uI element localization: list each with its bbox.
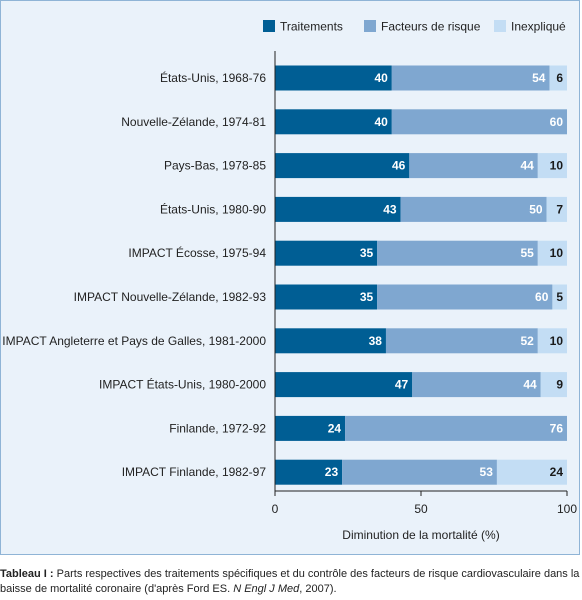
value-label-traitements-8: 47	[395, 378, 409, 392]
value-label-facteurs-de-risque-6: 60	[535, 290, 549, 304]
category-label-5: IMPACT Écosse, 1975-94	[128, 245, 266, 260]
value-label-facteurs-de-risque-1: 54	[532, 71, 546, 85]
value-label-traitements-7: 38	[369, 334, 383, 348]
caption-label: Tableau I :	[0, 568, 54, 580]
bar-facteurs-de-risque-9	[345, 415, 567, 441]
bar-traitements-1	[275, 65, 392, 91]
value-label-traitements-1: 40	[374, 71, 388, 85]
value-label-inexplique-10: 24	[550, 465, 564, 479]
x-axis-title: Diminution de la mortalité (%)	[342, 528, 499, 542]
legend-swatch-facteurs-de-risque	[364, 20, 376, 32]
bar-inexplique-6	[552, 284, 567, 310]
bar-inexplique-7	[537, 328, 567, 354]
bar-traitements-7	[275, 328, 386, 354]
caption-end: , 2007).	[299, 583, 337, 595]
bar-traitements-4	[275, 196, 401, 222]
category-label-6: IMPACT Nouvelle-Zélande, 1982-93	[74, 290, 267, 304]
bar-traitements-10	[275, 459, 343, 485]
caption-text: Parts respectives des traitements spécif…	[0, 568, 580, 595]
value-label-facteurs-de-risque-9: 76	[550, 421, 564, 435]
value-label-facteurs-de-risque-5: 55	[520, 246, 534, 260]
category-label-1: États-Unis, 1968-76	[160, 70, 266, 85]
legend-swatch-inexplique	[494, 20, 506, 32]
value-label-traitements-6: 35	[360, 290, 374, 304]
legend: Traitements Facteurs de risque Inexpliqué	[263, 20, 566, 34]
value-label-facteurs-de-risque-8: 44	[523, 378, 537, 392]
x-tick-label-100: 100	[557, 502, 577, 516]
category-label-10: IMPACT Finlande, 1982-97	[122, 465, 267, 479]
value-label-facteurs-de-risque-3: 44	[520, 159, 534, 173]
category-label-3: Pays-Bas, 1978-85	[164, 159, 266, 173]
caption-journal: N Engl J Med	[233, 583, 300, 595]
category-label-7: IMPACT Angleterre et Pays de Galles, 198…	[2, 334, 266, 348]
x-tick-label-50: 50	[414, 502, 428, 516]
value-label-traitements-3: 46	[392, 159, 406, 173]
bar-facteurs-de-risque-6	[377, 284, 553, 310]
value-label-facteurs-de-risque-10: 53	[480, 465, 494, 479]
bar-traitements-8	[275, 372, 413, 398]
legend-swatch-traitements	[263, 20, 275, 32]
value-label-traitements-2: 40	[374, 115, 388, 129]
value-label-traitements-10: 23	[325, 465, 339, 479]
bar-inexplique-3	[537, 153, 567, 179]
bar-inexplique-10	[496, 459, 567, 485]
legend-label-facteurs-de-risque: Facteurs de risque	[381, 20, 481, 34]
bars-area: États-Unis, 1968-76 40 54 6Nouvelle-Zélande…	[2, 65, 567, 485]
value-label-facteurs-de-risque-7: 52	[520, 334, 534, 348]
value-label-inexplique-8: 9	[556, 378, 563, 392]
value-label-facteurs-de-risque-2: 60	[550, 115, 564, 129]
value-label-inexplique-6: 5	[556, 290, 563, 304]
value-label-inexplique-1: 6	[556, 71, 563, 85]
value-label-facteurs-de-risque-4: 50	[529, 202, 543, 216]
bar-facteurs-de-risque-7	[385, 328, 538, 354]
category-label-2: Nouvelle-Zélande, 1974-81	[121, 115, 266, 129]
value-label-inexplique-4: 7	[556, 202, 563, 216]
bar-facteurs-de-risque-3	[409, 153, 538, 179]
bar-facteurs-de-risque-8	[412, 372, 541, 398]
bar-inexplique-1	[549, 65, 567, 91]
bar-traitements-3	[275, 153, 410, 179]
figure-caption: Tableau I : Parts respectives des traite…	[0, 567, 580, 597]
category-label-9: Finlande, 1972-92	[169, 421, 266, 435]
x-tick-label-0: 0	[272, 502, 279, 516]
value-label-inexplique-5: 10	[550, 246, 564, 260]
category-label-4: États-Unis, 1980-90	[160, 201, 266, 216]
bar-facteurs-de-risque-2	[391, 109, 567, 135]
value-label-inexplique-3: 10	[550, 159, 564, 173]
bar-traitements-6	[275, 284, 378, 310]
value-label-traitements-5: 35	[360, 246, 374, 260]
bar-facteurs-de-risque-1	[391, 65, 550, 91]
bar-traitements-9	[275, 415, 346, 441]
bar-traitements-2	[275, 109, 392, 135]
bar-facteurs-de-risque-5	[377, 240, 538, 266]
x-axis: 0 50 100 Diminution de la mortalité (%)	[272, 51, 577, 542]
bar-facteurs-de-risque-4	[400, 196, 547, 222]
bar-facteurs-de-risque-10	[342, 459, 497, 485]
bar-traitements-5	[275, 240, 378, 266]
value-label-inexplique-7: 10	[550, 334, 564, 348]
legend-label-traitements: Traitements	[280, 20, 343, 34]
value-label-traitements-9: 24	[328, 421, 342, 435]
legend-label-inexplique: Inexpliqué	[511, 20, 566, 34]
bar-inexplique-5	[537, 240, 567, 266]
chart-figure: Traitements Facteurs de risque Inexpliqué …	[0, 0, 580, 555]
value-label-traitements-4: 43	[383, 202, 397, 216]
category-label-8: IMPACT États-Unis, 1980-2000	[99, 377, 266, 392]
bar-inexplique-4	[546, 196, 567, 222]
bar-inexplique-8	[540, 372, 567, 398]
stacked-bar-chart: Traitements Facteurs de risque Inexpliqué …	[2, 20, 577, 543]
